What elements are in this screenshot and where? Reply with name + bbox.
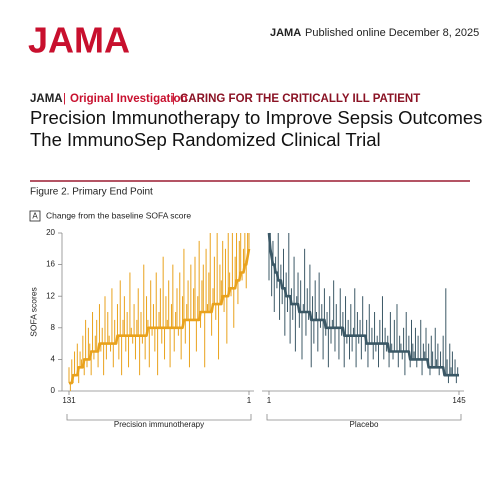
y-tick-label: 0 — [51, 386, 56, 395]
article-subtitle: The ImmunoSep Randomized Clinical Trial — [30, 129, 381, 150]
published: Published online December 8, 2025 — [305, 27, 479, 39]
baseline-line — [267, 232, 459, 377]
journal: JAMA — [270, 27, 301, 39]
kicker-journal: JAMA — [30, 93, 63, 105]
kicker-topic: CARING FOR THE CRITICALLY ILL PATIENT — [180, 93, 420, 105]
kicker-sep: | — [172, 93, 175, 105]
panel-label: A — [32, 212, 38, 221]
x-tick-label: 145 — [452, 396, 466, 405]
y-tick-label: 20 — [46, 228, 55, 237]
x-tick-label: 1 — [267, 396, 272, 405]
logo: JAMA — [28, 20, 130, 61]
kicker-type: Original Investigation — [70, 93, 188, 105]
group-label: Placebo — [350, 420, 379, 429]
y-tick-label: 16 — [46, 260, 55, 269]
x-tick-label: 1 — [247, 396, 252, 405]
group-label: Precision immunotherapy — [114, 420, 204, 429]
y-axis-label: SOFA scores — [28, 287, 38, 337]
panel-subtitle: Change from the baseline SOFA score — [46, 210, 191, 220]
kicker-sep: | — [63, 93, 66, 105]
group-bracket — [266, 414, 462, 421]
panel-box — [29, 210, 41, 222]
group-bracket — [66, 414, 252, 421]
y-tick-label: 8 — [51, 323, 56, 332]
figure-title: Figure 2. Primary End Point — [30, 187, 153, 198]
baseline-line — [69, 248, 251, 385]
article-title: Precision Immunotherapy to Improve Sepsi… — [30, 107, 482, 128]
x-tick-label: 131 — [62, 396, 76, 405]
y-tick-label: 12 — [46, 291, 55, 300]
y-tick-label: 4 — [51, 355, 56, 364]
